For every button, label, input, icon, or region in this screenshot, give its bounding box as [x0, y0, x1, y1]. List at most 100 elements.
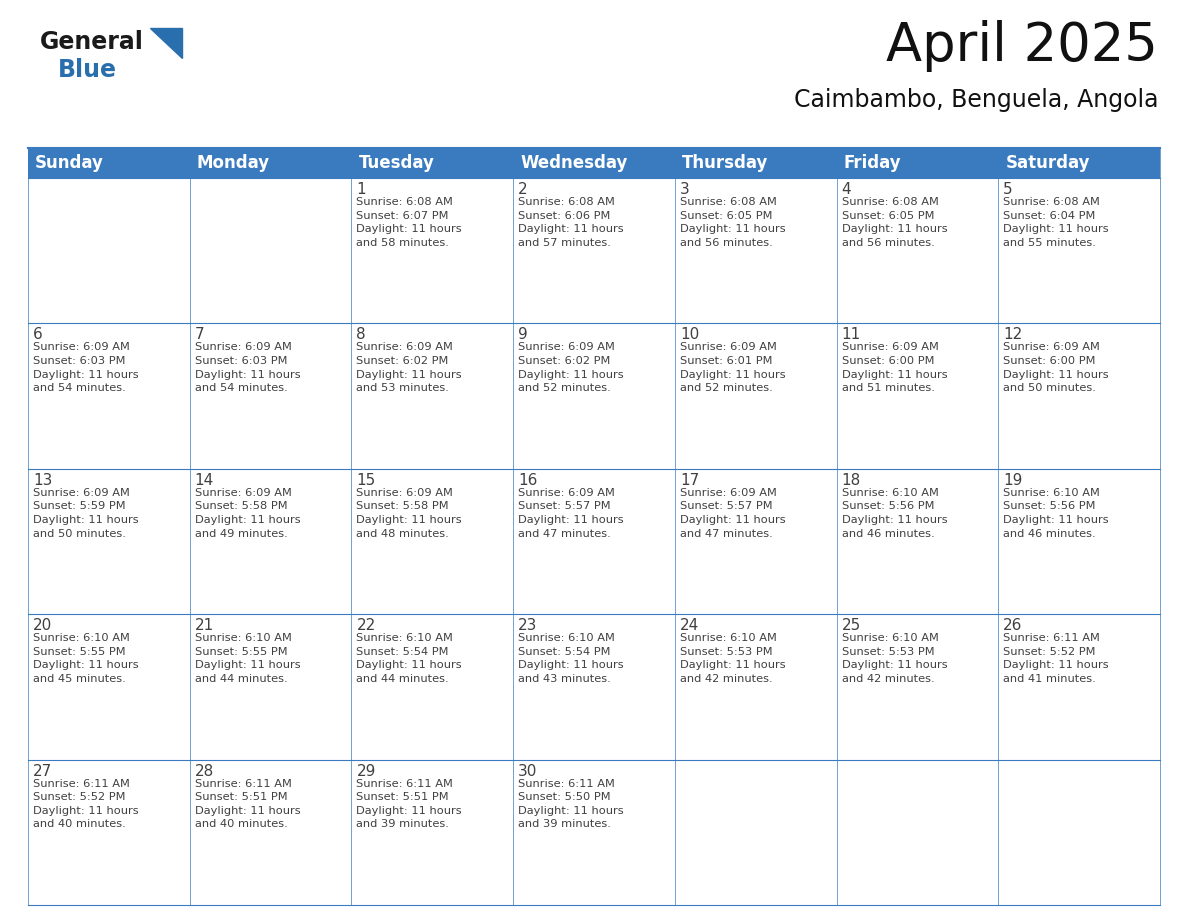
- Text: Sunrise: 6:09 AM
Sunset: 6:03 PM
Daylight: 11 hours
and 54 minutes.: Sunrise: 6:09 AM Sunset: 6:03 PM Dayligh…: [33, 342, 139, 393]
- Text: Sunrise: 6:09 AM
Sunset: 5:58 PM
Daylight: 11 hours
and 48 minutes.: Sunrise: 6:09 AM Sunset: 5:58 PM Dayligh…: [356, 487, 462, 539]
- Text: 8: 8: [356, 328, 366, 342]
- Text: Sunrise: 6:09 AM
Sunset: 5:59 PM
Daylight: 11 hours
and 50 minutes.: Sunrise: 6:09 AM Sunset: 5:59 PM Dayligh…: [33, 487, 139, 539]
- Text: Sunrise: 6:08 AM
Sunset: 6:06 PM
Daylight: 11 hours
and 57 minutes.: Sunrise: 6:08 AM Sunset: 6:06 PM Dayligh…: [518, 197, 624, 248]
- Text: 18: 18: [841, 473, 861, 487]
- Text: 6: 6: [33, 328, 43, 342]
- Text: 1: 1: [356, 182, 366, 197]
- Text: 29: 29: [356, 764, 375, 778]
- Text: 27: 27: [33, 764, 52, 778]
- Bar: [836, 614, 998, 759]
- Text: Sunrise: 6:10 AM
Sunset: 5:54 PM
Daylight: 11 hours
and 43 minutes.: Sunrise: 6:10 AM Sunset: 5:54 PM Dayligh…: [518, 633, 624, 684]
- Text: 30: 30: [518, 764, 537, 778]
- Bar: [836, 323, 998, 469]
- Text: Sunrise: 6:11 AM
Sunset: 5:50 PM
Daylight: 11 hours
and 39 minutes.: Sunrise: 6:11 AM Sunset: 5:50 PM Dayligh…: [518, 778, 624, 829]
- Text: 25: 25: [841, 618, 861, 633]
- Text: 3: 3: [680, 182, 689, 197]
- Bar: [998, 614, 1159, 759]
- Text: 9: 9: [518, 328, 527, 342]
- Text: Sunrise: 6:10 AM
Sunset: 5:56 PM
Daylight: 11 hours
and 46 minutes.: Sunrise: 6:10 AM Sunset: 5:56 PM Dayligh…: [1004, 487, 1108, 539]
- Text: Sunrise: 6:09 AM
Sunset: 6:02 PM
Daylight: 11 hours
and 52 minutes.: Sunrise: 6:09 AM Sunset: 6:02 PM Dayligh…: [518, 342, 624, 393]
- Text: 16: 16: [518, 473, 537, 487]
- Text: Sunrise: 6:10 AM
Sunset: 5:55 PM
Daylight: 11 hours
and 44 minutes.: Sunrise: 6:10 AM Sunset: 5:55 PM Dayligh…: [195, 633, 301, 684]
- Bar: [352, 469, 513, 614]
- Text: Sunrise: 6:08 AM
Sunset: 6:05 PM
Daylight: 11 hours
and 56 minutes.: Sunrise: 6:08 AM Sunset: 6:05 PM Dayligh…: [841, 197, 947, 248]
- Text: Sunrise: 6:09 AM
Sunset: 6:02 PM
Daylight: 11 hours
and 53 minutes.: Sunrise: 6:09 AM Sunset: 6:02 PM Dayligh…: [356, 342, 462, 393]
- Polygon shape: [150, 28, 182, 58]
- Text: 19: 19: [1004, 473, 1023, 487]
- Text: Tuesday: Tuesday: [359, 154, 435, 172]
- Bar: [352, 323, 513, 469]
- Bar: [513, 614, 675, 759]
- Bar: [190, 759, 352, 905]
- Text: Sunrise: 6:09 AM
Sunset: 5:57 PM
Daylight: 11 hours
and 47 minutes.: Sunrise: 6:09 AM Sunset: 5:57 PM Dayligh…: [518, 487, 624, 539]
- Bar: [352, 178, 513, 323]
- Text: Sunrise: 6:11 AM
Sunset: 5:51 PM
Daylight: 11 hours
and 39 minutes.: Sunrise: 6:11 AM Sunset: 5:51 PM Dayligh…: [356, 778, 462, 829]
- Text: 7: 7: [195, 328, 204, 342]
- Text: Sunrise: 6:11 AM
Sunset: 5:52 PM
Daylight: 11 hours
and 40 minutes.: Sunrise: 6:11 AM Sunset: 5:52 PM Dayligh…: [33, 778, 139, 829]
- Text: Sunrise: 6:10 AM
Sunset: 5:53 PM
Daylight: 11 hours
and 42 minutes.: Sunrise: 6:10 AM Sunset: 5:53 PM Dayligh…: [680, 633, 785, 684]
- Bar: [675, 469, 836, 614]
- Bar: [998, 469, 1159, 614]
- Text: Saturday: Saturday: [1005, 154, 1089, 172]
- Bar: [998, 148, 1159, 178]
- Bar: [513, 323, 675, 469]
- Bar: [29, 614, 190, 759]
- Bar: [675, 178, 836, 323]
- Text: 17: 17: [680, 473, 699, 487]
- Bar: [513, 148, 675, 178]
- Text: 10: 10: [680, 328, 699, 342]
- Text: Sunrise: 6:08 AM
Sunset: 6:04 PM
Daylight: 11 hours
and 55 minutes.: Sunrise: 6:08 AM Sunset: 6:04 PM Dayligh…: [1004, 197, 1108, 248]
- Text: Friday: Friday: [843, 154, 902, 172]
- Text: Sunrise: 6:10 AM
Sunset: 5:55 PM
Daylight: 11 hours
and 45 minutes.: Sunrise: 6:10 AM Sunset: 5:55 PM Dayligh…: [33, 633, 139, 684]
- Bar: [513, 759, 675, 905]
- Bar: [836, 178, 998, 323]
- Text: Sunrise: 6:08 AM
Sunset: 6:07 PM
Daylight: 11 hours
and 58 minutes.: Sunrise: 6:08 AM Sunset: 6:07 PM Dayligh…: [356, 197, 462, 248]
- Bar: [29, 469, 190, 614]
- Text: 11: 11: [841, 328, 861, 342]
- Text: 12: 12: [1004, 328, 1023, 342]
- Bar: [190, 469, 352, 614]
- Text: Blue: Blue: [58, 58, 116, 82]
- Text: Caimbambo, Benguela, Angola: Caimbambo, Benguela, Angola: [794, 88, 1158, 112]
- Bar: [998, 759, 1159, 905]
- Text: Sunrise: 6:09 AM
Sunset: 5:58 PM
Daylight: 11 hours
and 49 minutes.: Sunrise: 6:09 AM Sunset: 5:58 PM Dayligh…: [195, 487, 301, 539]
- Bar: [190, 148, 352, 178]
- Bar: [836, 148, 998, 178]
- Text: Wednesday: Wednesday: [520, 154, 627, 172]
- Text: Sunrise: 6:09 AM
Sunset: 6:00 PM
Daylight: 11 hours
and 50 minutes.: Sunrise: 6:09 AM Sunset: 6:00 PM Dayligh…: [1004, 342, 1108, 393]
- Bar: [513, 469, 675, 614]
- Bar: [675, 759, 836, 905]
- Bar: [836, 759, 998, 905]
- Bar: [190, 614, 352, 759]
- Text: 5: 5: [1004, 182, 1013, 197]
- Text: 23: 23: [518, 618, 537, 633]
- Bar: [352, 148, 513, 178]
- Bar: [190, 323, 352, 469]
- Bar: [352, 614, 513, 759]
- Bar: [190, 178, 352, 323]
- Text: Sunrise: 6:09 AM
Sunset: 6:03 PM
Daylight: 11 hours
and 54 minutes.: Sunrise: 6:09 AM Sunset: 6:03 PM Dayligh…: [195, 342, 301, 393]
- Bar: [513, 178, 675, 323]
- Bar: [29, 178, 190, 323]
- Bar: [352, 759, 513, 905]
- Text: Thursday: Thursday: [682, 154, 769, 172]
- Text: 14: 14: [195, 473, 214, 487]
- Bar: [998, 178, 1159, 323]
- Bar: [675, 148, 836, 178]
- Bar: [675, 614, 836, 759]
- Text: 28: 28: [195, 764, 214, 778]
- Text: Sunrise: 6:11 AM
Sunset: 5:51 PM
Daylight: 11 hours
and 40 minutes.: Sunrise: 6:11 AM Sunset: 5:51 PM Dayligh…: [195, 778, 301, 829]
- Bar: [836, 469, 998, 614]
- Text: Sunrise: 6:11 AM
Sunset: 5:52 PM
Daylight: 11 hours
and 41 minutes.: Sunrise: 6:11 AM Sunset: 5:52 PM Dayligh…: [1004, 633, 1108, 684]
- Text: 20: 20: [33, 618, 52, 633]
- Text: 21: 21: [195, 618, 214, 633]
- Text: Sunrise: 6:10 AM
Sunset: 5:54 PM
Daylight: 11 hours
and 44 minutes.: Sunrise: 6:10 AM Sunset: 5:54 PM Dayligh…: [356, 633, 462, 684]
- Text: Monday: Monday: [197, 154, 270, 172]
- Bar: [675, 323, 836, 469]
- Text: 24: 24: [680, 618, 699, 633]
- Text: Sunrise: 6:10 AM
Sunset: 5:56 PM
Daylight: 11 hours
and 46 minutes.: Sunrise: 6:10 AM Sunset: 5:56 PM Dayligh…: [841, 487, 947, 539]
- Text: 2: 2: [518, 182, 527, 197]
- Text: Sunrise: 6:09 AM
Sunset: 6:01 PM
Daylight: 11 hours
and 52 minutes.: Sunrise: 6:09 AM Sunset: 6:01 PM Dayligh…: [680, 342, 785, 393]
- Text: 15: 15: [356, 473, 375, 487]
- Bar: [29, 148, 190, 178]
